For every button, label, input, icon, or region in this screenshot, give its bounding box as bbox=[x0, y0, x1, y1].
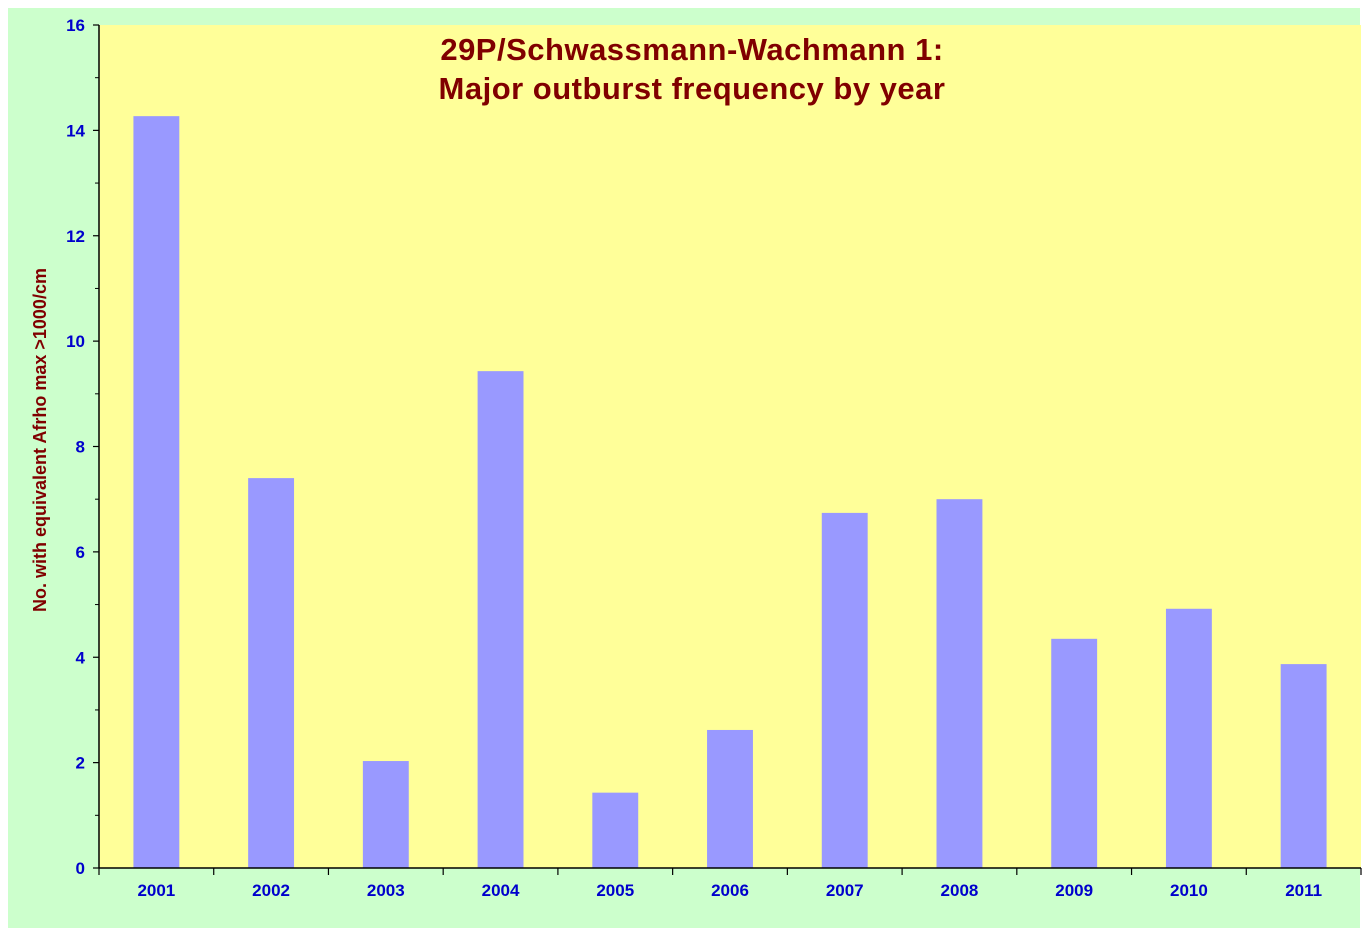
y-tick-label: 8 bbox=[76, 438, 85, 457]
bar-2008 bbox=[936, 499, 983, 868]
chart-title-line-1: 29P/Schwassmann-Wachmann 1: bbox=[440, 32, 943, 67]
x-tick-label-2010: 2010 bbox=[1170, 881, 1208, 900]
bar-2007 bbox=[821, 512, 868, 868]
bar-2002 bbox=[248, 478, 295, 868]
bar-2011 bbox=[1280, 664, 1327, 868]
y-tick-label: 10 bbox=[66, 332, 85, 351]
y-tick-label: 12 bbox=[66, 227, 85, 246]
bar-2004 bbox=[477, 371, 524, 868]
bars-layer bbox=[133, 116, 1327, 869]
y-tick-label: 6 bbox=[76, 543, 85, 562]
x-tick-label-2009: 2009 bbox=[1055, 881, 1093, 900]
x-tick-label-2004: 2004 bbox=[482, 881, 520, 900]
bar-2006 bbox=[707, 729, 753, 868]
bar-2003 bbox=[362, 761, 409, 868]
x-tick-label-2003: 2003 bbox=[367, 881, 405, 900]
y-axis-title: No. with equivalent Afrho max >1000/cm bbox=[30, 268, 50, 612]
bar-2009 bbox=[1051, 638, 1098, 868]
x-ticks-layer: 2001 2002 2003 2004 2005 2006 2007 2008 2009 2010… bbox=[98, 868, 1362, 900]
bar-2001 bbox=[133, 116, 180, 869]
x-tick-label-2005: 2005 bbox=[596, 881, 634, 900]
bar-2005 bbox=[592, 792, 639, 868]
plot-area bbox=[99, 25, 1361, 868]
x-tick-label-2001: 2001 bbox=[137, 881, 175, 900]
y-tick-label: 2 bbox=[76, 754, 85, 773]
bar-2010 bbox=[1165, 608, 1212, 868]
y-ticks-layer: 0 2 4 6 8 10 12 14 16 bbox=[66, 16, 99, 878]
y-tick-label: 14 bbox=[66, 121, 85, 140]
x-tick-label-2006: 2006 bbox=[711, 881, 749, 900]
y-tick-label: 0 bbox=[76, 859, 85, 878]
y-tick-label: 4 bbox=[76, 648, 86, 667]
x-tick-label-2007: 2007 bbox=[826, 881, 864, 900]
y-tick-label: 16 bbox=[66, 16, 85, 35]
x-tick-label-2002: 2002 bbox=[252, 881, 290, 900]
chart-title-line-2: Major outburst frequency by year bbox=[439, 71, 946, 106]
x-tick-label-2011: 2011 bbox=[1285, 881, 1322, 900]
x-tick-label-2008: 2008 bbox=[941, 881, 979, 900]
